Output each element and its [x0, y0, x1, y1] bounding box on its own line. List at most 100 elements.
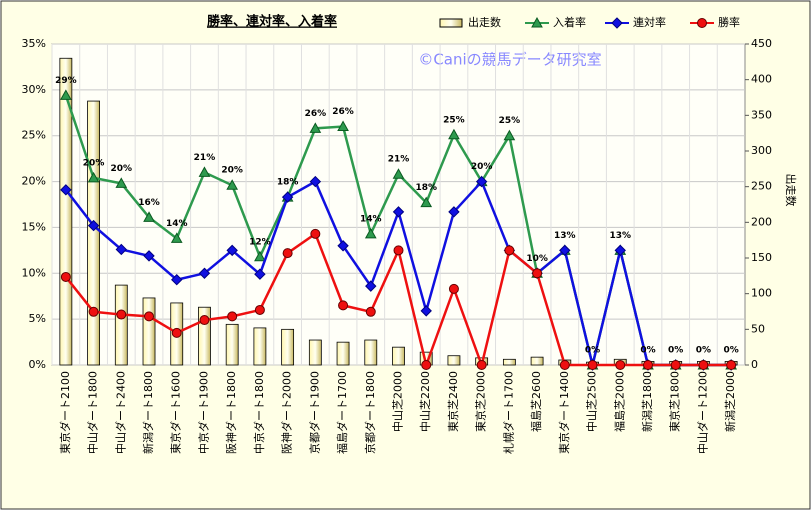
y-tick-label: 5% — [29, 312, 46, 325]
bar — [502, 358, 516, 366]
x-tick-label: 中京ダート1900 — [196, 371, 210, 454]
marker — [199, 315, 210, 326]
x-tick-label: 京都ダート1900 — [307, 371, 321, 454]
legend-label: 連対率 — [633, 15, 666, 29]
bar — [447, 355, 461, 366]
bar — [308, 339, 322, 366]
marker — [503, 129, 516, 141]
data-label: 0% — [668, 346, 683, 356]
marker — [611, 17, 623, 29]
marker — [698, 360, 709, 370]
y2-tick-label: 400 — [751, 73, 772, 86]
marker — [226, 179, 239, 190]
bar — [281, 328, 295, 366]
bar — [142, 297, 156, 366]
data-label: 10% — [526, 254, 548, 264]
marker — [115, 243, 128, 256]
marker — [87, 171, 100, 183]
x-tick-label: 福島芝2000 — [612, 371, 626, 432]
data-label: 12% — [249, 237, 271, 247]
x-tick-label: 東京ダート1600 — [169, 371, 183, 454]
data-label: 21% — [388, 155, 410, 165]
marker — [171, 327, 182, 338]
marker — [392, 206, 405, 218]
watermark: ©Caniの競馬データ研究室 — [418, 51, 601, 69]
bar — [59, 57, 73, 366]
data-label: 18% — [277, 178, 299, 188]
legend-label: 入着率 — [553, 15, 586, 29]
marker — [337, 120, 349, 132]
marker — [670, 360, 681, 370]
y2-tick-label: 50 — [751, 322, 765, 335]
x-tick-label: 福島ダート1700 — [335, 371, 349, 454]
marker — [115, 177, 128, 188]
data-label: 14% — [360, 214, 382, 224]
marker — [448, 283, 459, 294]
marker — [309, 122, 322, 133]
y-tick-label: 20% — [22, 175, 46, 188]
data-label: 20% — [111, 164, 133, 174]
x-tick-label: 中山芝2000 — [392, 371, 405, 432]
data-label: 26% — [305, 109, 327, 119]
x-tick-label: 新潟芝2000 — [723, 371, 737, 432]
x-tick-label: 新潟芝1800 — [640, 371, 654, 432]
marker — [144, 311, 155, 322]
marker — [587, 360, 598, 370]
x-tick-label: 中山ダート2400 — [113, 371, 127, 454]
marker — [393, 245, 404, 256]
marker — [642, 360, 653, 370]
x-tick-label: 新潟ダート1800 — [141, 371, 155, 454]
marker — [254, 268, 266, 280]
x-tick-label: 阪神ダート1800 — [224, 371, 238, 454]
marker — [310, 228, 321, 239]
data-label: 14% — [166, 219, 188, 229]
marker — [559, 360, 570, 370]
y2-axis-label: 出走数 — [784, 174, 798, 207]
data-label: 20% — [471, 162, 493, 172]
chart-title: 勝率、連対率、入着率 — [207, 14, 337, 30]
x-tick-label: 東京芝2400 — [446, 371, 460, 432]
x-tick-label: 中山ダート1800 — [86, 371, 100, 454]
marker — [60, 271, 71, 282]
legend-swatch — [439, 18, 463, 28]
data-label: 0% — [723, 346, 738, 356]
marker — [226, 244, 238, 257]
y2-tick-label: 0 — [751, 358, 758, 371]
data-label: 18% — [415, 183, 437, 193]
bar — [114, 284, 128, 366]
marker — [531, 16, 543, 28]
y-tick-label: 0% — [29, 358, 46, 371]
bar — [530, 356, 544, 366]
data-label: 13% — [609, 231, 631, 241]
marker — [309, 175, 322, 188]
data-label: 13% — [554, 231, 576, 241]
x-tick-label: 東京芝1800 — [668, 371, 682, 432]
marker — [365, 306, 376, 317]
marker — [254, 250, 266, 262]
y-tick-label: 35% — [22, 37, 46, 50]
marker — [504, 245, 515, 256]
data-label: 26% — [332, 107, 354, 117]
marker — [60, 89, 72, 100]
marker — [198, 166, 211, 177]
marker — [364, 227, 377, 239]
y2-tick-label: 450 — [751, 37, 772, 50]
data-label: 0% — [585, 346, 600, 356]
marker — [420, 305, 432, 317]
x-tick-label: 阪神ダート2000 — [280, 371, 294, 454]
bar — [253, 327, 267, 366]
y2-tick-label: 300 — [751, 144, 772, 157]
marker — [170, 232, 183, 243]
marker — [532, 268, 543, 279]
marker — [143, 211, 155, 222]
x-tick-label: 中山芝2200 — [419, 371, 432, 432]
bar — [336, 341, 350, 366]
marker — [198, 267, 211, 279]
marker — [60, 184, 72, 196]
marker — [559, 244, 571, 257]
data-label: 21% — [194, 153, 216, 163]
data-label: 20% — [83, 158, 105, 168]
plot-area — [51, 43, 746, 366]
x-tick-label: 福島芝2600 — [529, 371, 543, 432]
marker — [726, 360, 737, 370]
